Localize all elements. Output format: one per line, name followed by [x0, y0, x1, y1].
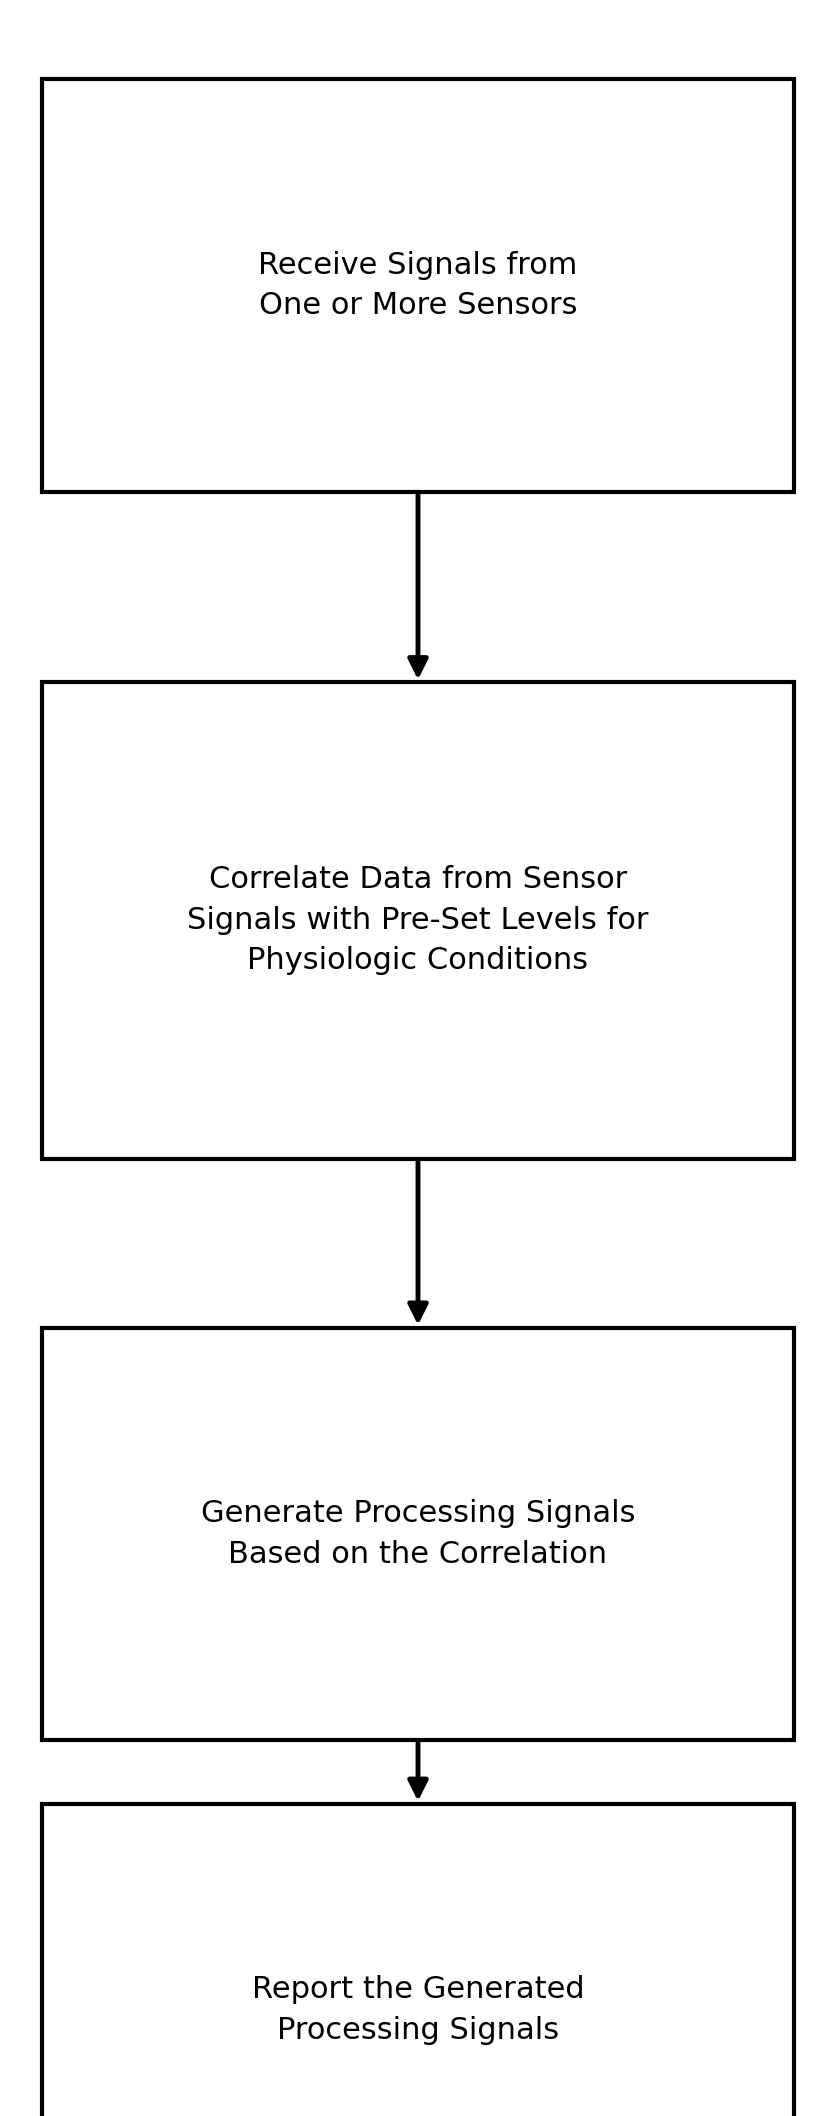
FancyBboxPatch shape: [42, 1803, 794, 2116]
FancyBboxPatch shape: [42, 1329, 794, 1739]
FancyBboxPatch shape: [42, 80, 794, 493]
Text: Receive Signals from
One or More Sensors: Receive Signals from One or More Sensors: [258, 252, 578, 320]
Text: Generate Processing Signals
Based on the Correlation: Generate Processing Signals Based on the…: [201, 1500, 635, 1568]
Text: Report the Generated
Processing Signals: Report the Generated Processing Signals: [252, 1976, 584, 2044]
FancyBboxPatch shape: [42, 681, 794, 1160]
Text: Correlate Data from Sensor
Signals with Pre-Set Levels for
Physiologic Condition: Correlate Data from Sensor Signals with …: [187, 865, 649, 975]
